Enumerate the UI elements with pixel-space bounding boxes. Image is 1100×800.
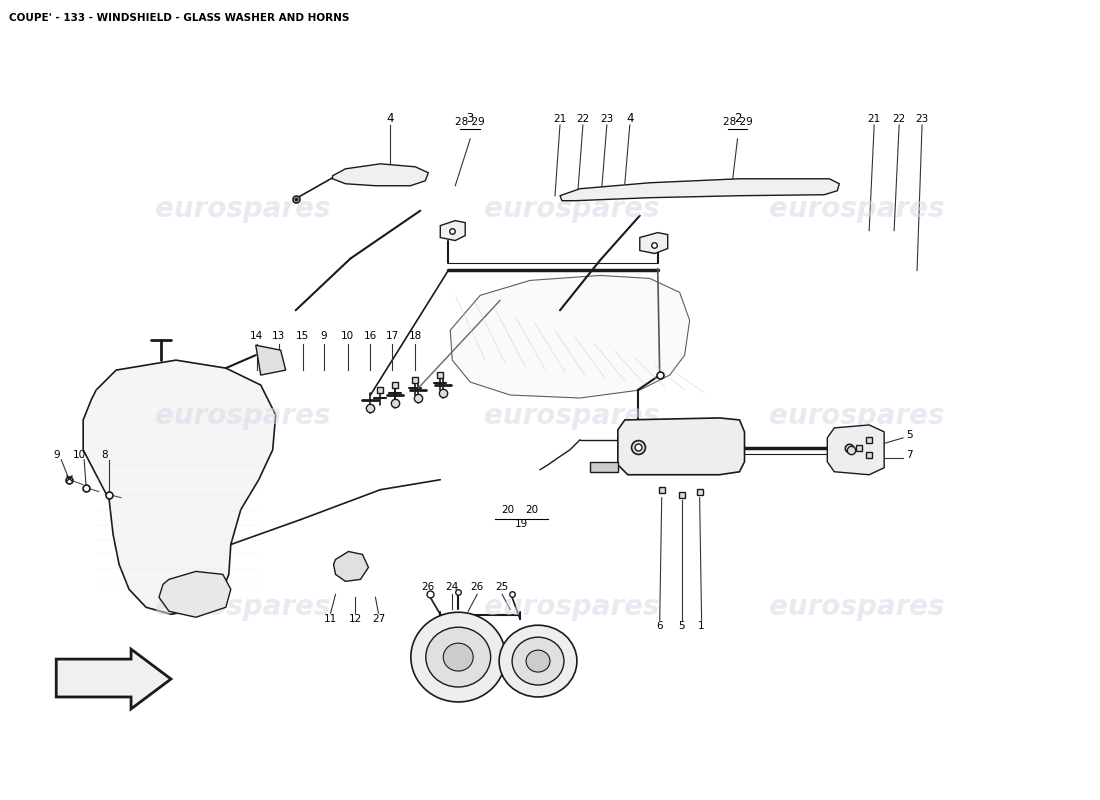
Text: 13: 13: [272, 331, 285, 342]
Text: 24: 24: [446, 582, 459, 592]
Text: 15: 15: [296, 331, 309, 342]
Text: eurospares: eurospares: [155, 402, 330, 430]
Polygon shape: [333, 551, 369, 582]
Text: eurospares: eurospares: [155, 594, 330, 622]
Polygon shape: [827, 425, 884, 474]
Text: eurospares: eurospares: [484, 402, 660, 430]
Text: 19: 19: [515, 518, 528, 529]
Text: 23: 23: [915, 114, 928, 124]
Polygon shape: [84, 360, 276, 614]
Text: 4: 4: [626, 113, 634, 126]
Text: eurospares: eurospares: [155, 194, 330, 222]
Text: 20: 20: [502, 505, 515, 514]
Text: 12: 12: [349, 614, 362, 624]
Text: 28 29: 28 29: [723, 117, 752, 127]
Text: eurospares: eurospares: [770, 194, 945, 222]
Text: 9: 9: [320, 331, 327, 342]
Text: 18: 18: [409, 331, 422, 342]
Ellipse shape: [526, 650, 550, 672]
Polygon shape: [640, 233, 668, 254]
Polygon shape: [440, 221, 465, 241]
Polygon shape: [618, 418, 745, 474]
Text: 26: 26: [421, 582, 434, 592]
Text: 17: 17: [386, 331, 399, 342]
Polygon shape: [160, 571, 231, 618]
Text: eurospares: eurospares: [770, 402, 945, 430]
Text: eurospares: eurospares: [484, 194, 660, 222]
Text: 2: 2: [734, 113, 741, 126]
Polygon shape: [590, 462, 618, 472]
Text: 5: 5: [679, 622, 685, 631]
Text: 6: 6: [657, 622, 663, 631]
Text: 4: 4: [387, 113, 394, 126]
Polygon shape: [332, 164, 428, 186]
Text: 9: 9: [53, 450, 59, 460]
Text: 22: 22: [892, 114, 905, 124]
Text: 1: 1: [698, 622, 705, 631]
Text: 26: 26: [471, 582, 484, 592]
Polygon shape: [56, 649, 170, 709]
Text: 14: 14: [250, 331, 263, 342]
Ellipse shape: [426, 627, 491, 687]
Text: 21: 21: [553, 114, 566, 124]
Text: 10: 10: [73, 450, 86, 460]
Text: eurospares: eurospares: [770, 594, 945, 622]
Text: 25: 25: [495, 582, 508, 592]
Ellipse shape: [513, 637, 564, 685]
Text: 28 29: 28 29: [455, 117, 485, 127]
Text: 3: 3: [466, 113, 474, 126]
Polygon shape: [450, 275, 690, 398]
Text: COUPE' - 133 - WINDSHIELD - GLASS WASHER AND HORNS: COUPE' - 133 - WINDSHIELD - GLASS WASHER…: [10, 14, 350, 23]
Text: eurospares: eurospares: [484, 594, 660, 622]
Text: 27: 27: [372, 614, 385, 624]
Text: 11: 11: [323, 614, 338, 624]
Text: 10: 10: [341, 331, 354, 342]
Text: 8: 8: [101, 450, 108, 460]
Text: 5: 5: [905, 430, 912, 440]
Polygon shape: [255, 345, 286, 375]
Text: 21: 21: [868, 114, 881, 124]
Ellipse shape: [499, 626, 576, 697]
Text: 20: 20: [526, 505, 539, 514]
Text: 23: 23: [601, 114, 614, 124]
Ellipse shape: [411, 612, 506, 702]
Text: 22: 22: [576, 114, 590, 124]
Text: 16: 16: [364, 331, 377, 342]
Polygon shape: [560, 178, 839, 201]
Ellipse shape: [443, 643, 473, 671]
Text: 7: 7: [905, 450, 912, 460]
